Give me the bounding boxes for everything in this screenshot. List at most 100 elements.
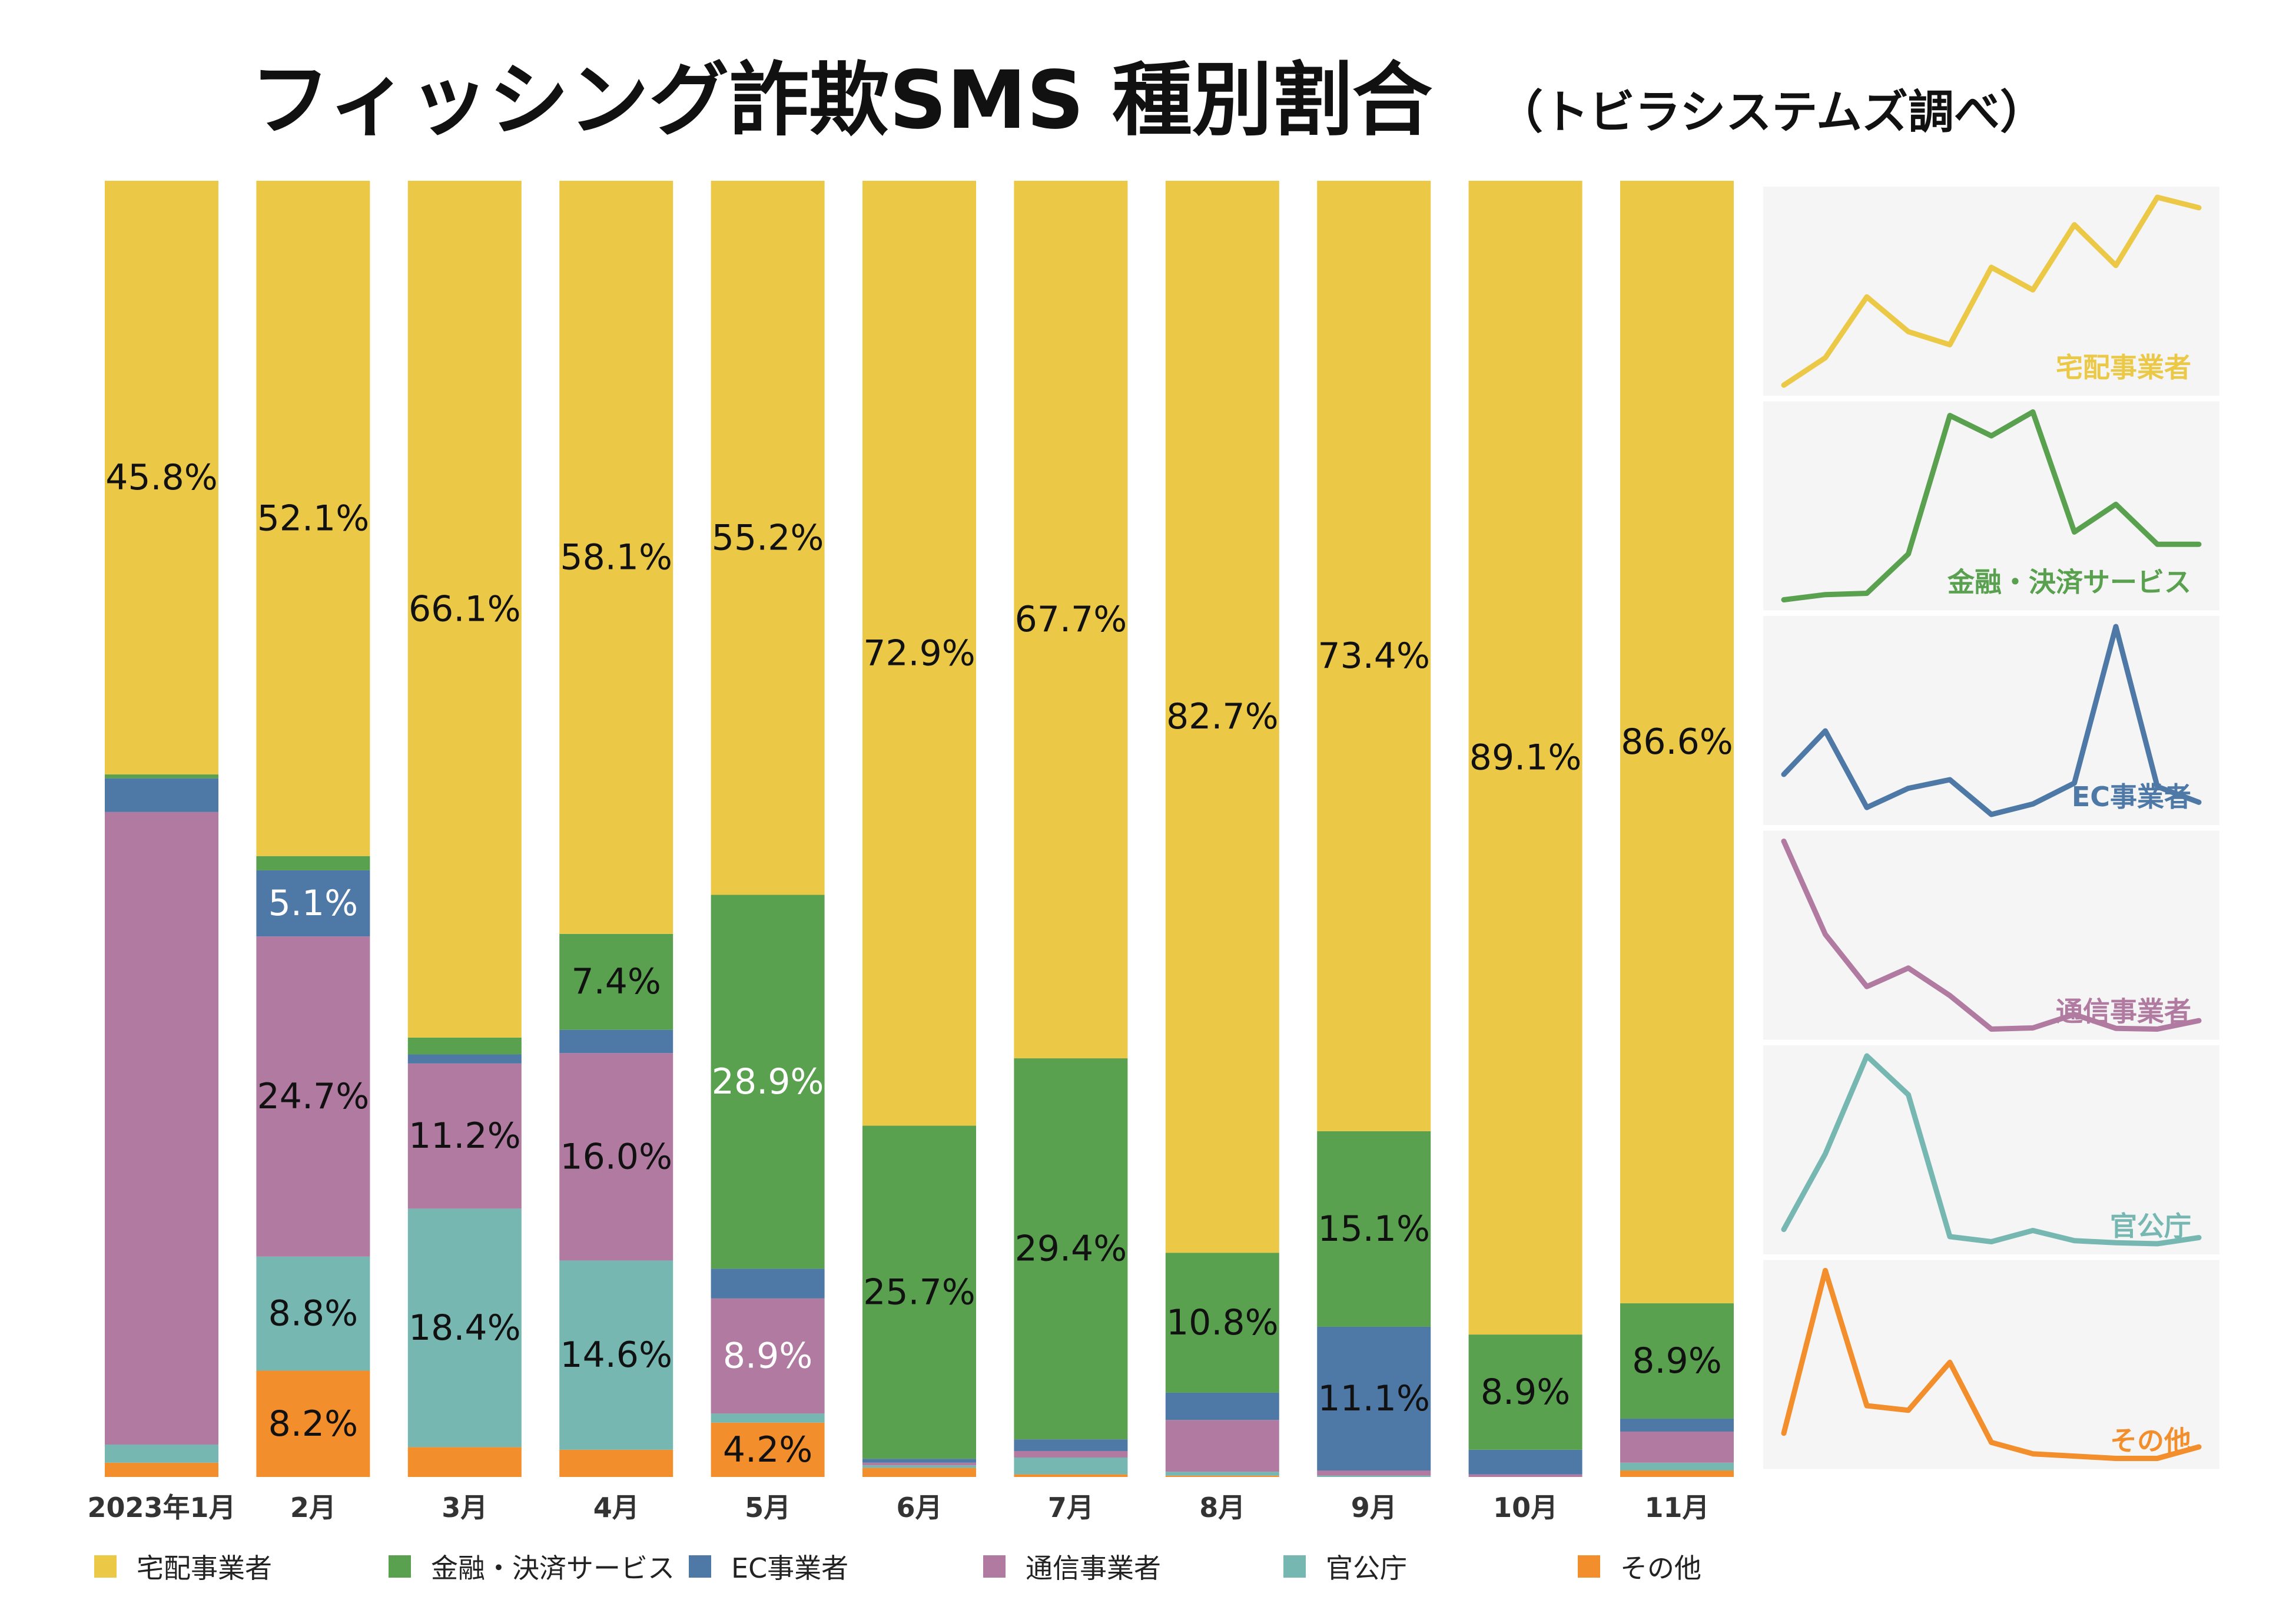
sparkline-line: [1781, 839, 2202, 1032]
bar-segment: [1620, 181, 1734, 1304]
bar-segment: [862, 1125, 976, 1459]
bar-segment: [711, 1298, 825, 1414]
x-tick-label: 9月: [1351, 1492, 1397, 1523]
data-label: 8.2%: [268, 1403, 358, 1445]
legend-label: 金融・決済サービス: [431, 1552, 675, 1584]
bar-segment: [1317, 1470, 1431, 1476]
bar-segment: [711, 895, 825, 1269]
sparkline-line: [1781, 409, 2202, 602]
bar-segment: [1317, 181, 1431, 1131]
data-label: 66.1%: [409, 588, 521, 630]
bar-segment: [711, 1413, 825, 1423]
x-tick-label: 10月: [1493, 1492, 1558, 1523]
data-label: 28.9%: [712, 1061, 824, 1102]
legend-label: 通信事業者: [1026, 1552, 1161, 1584]
x-axis-labels: 2023年1月 2月 3月 4月 5月 6月 7月 8月 9月 10月 11月: [87, 1492, 1709, 1523]
sparkline-label: 宅配事業者: [2056, 352, 2191, 383]
bar-segment: [256, 936, 370, 1257]
data-label: 29.4%: [1015, 1228, 1127, 1270]
legend-label: 宅配事業者: [137, 1552, 272, 1584]
bar-segment: [256, 870, 370, 937]
bar-area: 45.8% 8.2% 8.8% 24.7% 5.1% 52.1% 18.4% 11.2% 66.…: [105, 181, 1734, 1477]
legend-item: 官公庁: [1283, 1543, 1407, 1590]
data-label: 8.9%: [723, 1336, 812, 1377]
data-label: 8.9%: [1632, 1340, 1721, 1382]
bar-segment: [1468, 1474, 1582, 1477]
data-label: 45.8%: [105, 457, 218, 498]
sparkline-line: [1781, 194, 2202, 388]
sparkline-label: EC事業者: [2072, 781, 2191, 813]
bar-segment: [559, 181, 673, 934]
sparkline-label: 通信事業者: [2056, 996, 2191, 1028]
bar-segment: [105, 774, 218, 779]
legend-swatch: [983, 1555, 1006, 1578]
sparkline-label: 金融・決済サービス: [1947, 567, 2191, 598]
x-tick-label: 4月: [593, 1492, 639, 1523]
bar-segment: [407, 181, 522, 1038]
sparkline-panel: [1763, 1260, 2219, 1469]
bar-segment: [256, 1370, 370, 1477]
chart-title: フィッシング詐欺SMS 種別割合: [250, 54, 1432, 147]
bar-segment: [559, 1449, 673, 1477]
bar-segment: [711, 181, 825, 895]
x-tick-label: 8月: [1199, 1492, 1245, 1523]
x-tick-label: 6月: [896, 1492, 942, 1523]
bar-segment: [256, 856, 370, 870]
bar-segment: [1014, 181, 1128, 1059]
data-label: 55.2%: [712, 517, 824, 558]
bar-segment: [1014, 1457, 1128, 1475]
data-label: 4.2%: [723, 1429, 812, 1470]
bar-segment: [1317, 1475, 1431, 1477]
bar-segment: [1620, 1303, 1734, 1419]
bar-segment: [862, 1462, 976, 1466]
bar-segment: [559, 1029, 673, 1054]
bar-segment: [1468, 1449, 1582, 1475]
data-label: 58.1%: [560, 536, 672, 578]
bar-segment: [559, 933, 673, 1030]
bar-segment: [407, 1037, 522, 1055]
legend-label: EC事業者: [731, 1552, 849, 1584]
bar-segment: [1165, 1420, 1279, 1472]
bar-segment: [407, 1054, 522, 1064]
bar-segment: [1317, 1326, 1431, 1471]
data-label: 52.1%: [257, 498, 370, 539]
legend-swatch: [1283, 1555, 1306, 1578]
bar-segment: [862, 1468, 976, 1477]
data-label: 7.4%: [571, 961, 661, 1002]
data-label: 8.8%: [268, 1293, 358, 1334]
legend-item: その他: [1578, 1543, 1701, 1590]
bar-segment: [256, 181, 370, 856]
bar-segment: [105, 1462, 218, 1477]
bar-segment: [862, 1465, 976, 1468]
bar-segment: [1165, 181, 1279, 1253]
legend-swatch: [389, 1555, 411, 1578]
data-label: 5.1%: [268, 883, 358, 924]
bar-segment: [711, 1422, 825, 1477]
bar-segment: [1014, 1450, 1128, 1458]
bar-segment: [1014, 1439, 1128, 1451]
legend-item: 宅配事業者: [94, 1543, 272, 1590]
chart-title-row: フィッシング詐欺SMS 種別割合 （トビラシステムズ調べ）: [0, 35, 2296, 151]
data-label: 72.9%: [863, 632, 976, 674]
bar-segment: [1014, 1058, 1128, 1440]
legend: 宅配事業者 金融・決済サービス EC事業者 通信事業者 官公庁 その他: [94, 1543, 1743, 1590]
bar-segment: [1165, 1475, 1279, 1477]
sparkline-line: [1781, 1268, 2202, 1461]
bar-segment: [559, 1260, 673, 1450]
data-label: 82.7%: [1166, 696, 1279, 737]
sparkline-label: 官公庁: [2110, 1210, 2191, 1242]
bar-segment: [407, 1208, 522, 1448]
sparkline-panel: [1763, 616, 2219, 825]
bar-segment: [1620, 1431, 1734, 1463]
x-tick-label: 2023年1月: [87, 1492, 235, 1523]
legend-label: その他: [1620, 1552, 1701, 1584]
x-tick-label: 11月: [1644, 1492, 1709, 1523]
bar-segment: [407, 1063, 522, 1209]
bar-segment: [559, 1053, 673, 1261]
bar-segment: [1468, 181, 1582, 1335]
sparkline-line: [1781, 624, 2202, 817]
data-label: 11.1%: [1318, 1378, 1430, 1419]
sparkline-label: その他: [2110, 1425, 2191, 1457]
legend-item: EC事業者: [689, 1543, 848, 1590]
